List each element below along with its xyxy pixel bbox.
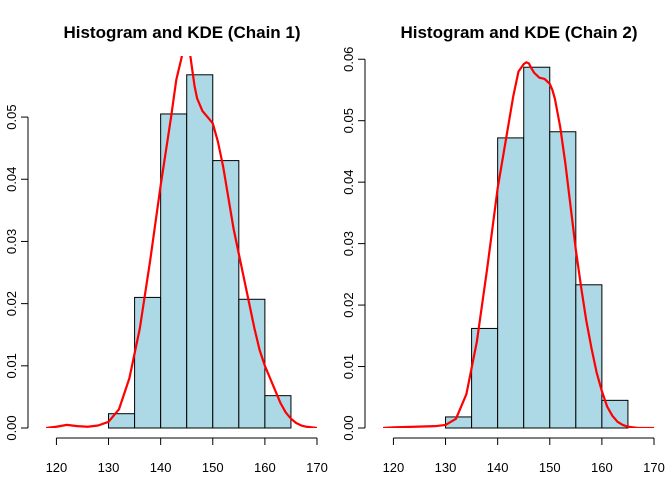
kde-curve [46,56,317,428]
y-axis: 0.00 0.01 0.02 0.03 0.04 0.05 [4,104,29,441]
y-tick-label: 0.05 [4,104,19,129]
histogram-bar [497,137,525,429]
chart-panel-chain-2: Histogram and KDE (Chain 2) 0.00 0.01 0.02… [341,23,665,475]
chart-title: Histogram and KDE (Chain 2) [400,23,637,42]
x-tick-label: 160 [254,460,276,475]
histogram-bar [212,160,240,429]
y-tick-label: 0.04 [4,167,19,192]
histogram-bars [108,74,292,429]
x-tick-label: 160 [591,460,613,475]
histogram-bar [523,66,551,429]
y-tick-label: 0.01 [341,354,356,379]
histogram-bars [445,66,629,429]
x-tick-label: 130 [435,460,457,475]
chart-panel-chain-1: Histogram and KDE (Chain 1) 0.00 0.01 0.02… [4,23,328,475]
x-axis: 120 130 140 150 160 170 [383,437,665,475]
histogram-bar [549,131,577,429]
y-tick-label: 0.01 [4,353,19,378]
x-tick-label: 150 [202,460,224,475]
x-tick-label: 140 [150,460,172,475]
histogram-bar [575,284,603,429]
y-tick-label: 0.06 [341,47,356,72]
kde-curve [383,61,654,428]
y-tick-label: 0.00 [4,415,19,440]
y-tick-label: 0.02 [341,292,356,317]
x-tick-label: 140 [487,460,509,475]
y-tick-label: 0.03 [4,229,19,254]
x-tick-label: 120 [46,460,68,475]
y-tick-label: 0.05 [341,108,356,133]
x-tick-label: 170 [306,460,328,475]
x-tick-label: 130 [98,460,120,475]
histogram-bar [134,296,162,429]
y-tick-label: 0.02 [4,291,19,316]
histogram-bar [264,395,292,429]
histogram-bar [160,113,188,429]
x-tick-label: 150 [539,460,561,475]
histogram-bar [186,74,214,429]
x-tick-label: 170 [643,460,665,475]
chart-title: Histogram and KDE (Chain 1) [63,23,300,42]
y-axis: 0.00 0.01 0.02 0.03 0.04 0.05 0.06 [341,47,366,441]
y-tick-label: 0.00 [341,415,356,440]
x-tick-label: 120 [383,460,405,475]
y-tick-label: 0.04 [341,169,356,194]
x-axis: 120 130 140 150 160 170 [46,437,328,475]
y-tick-label: 0.03 [341,231,356,256]
